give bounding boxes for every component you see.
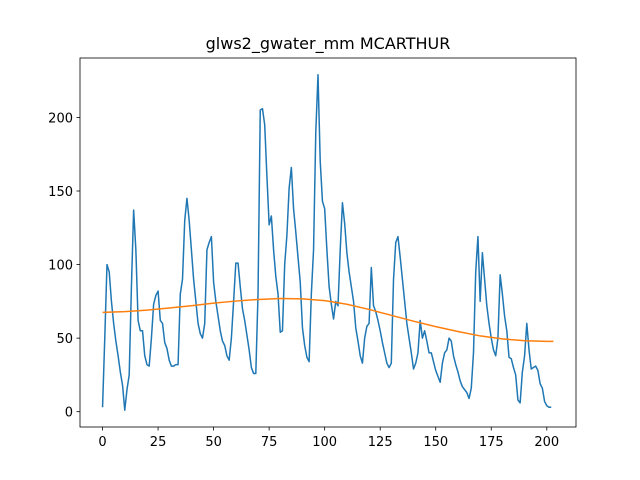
y-tick-label: 200: [48, 111, 73, 126]
y-tick-label: 50: [56, 332, 73, 347]
x-tick-label: 150: [423, 435, 448, 450]
y-tick-label: 150: [48, 185, 73, 200]
line-series: [102, 297, 554, 343]
y-tick-label: 100: [48, 259, 73, 274]
chart-title: glws2_gwater_mm MCARTHUR: [206, 34, 451, 54]
line-series: [101, 74, 552, 411]
plot-area: [101, 74, 554, 411]
x-tick-label: 50: [205, 435, 222, 450]
x-tick-label: 175: [479, 435, 504, 450]
axes-frame: [79, 57, 577, 428]
y-tick-label: 0: [65, 406, 73, 421]
x-tick-label: 100: [312, 435, 337, 450]
x-tick-label: 0: [98, 435, 106, 450]
x-tick-label: 75: [261, 435, 278, 450]
x-tick-label: 25: [150, 435, 167, 450]
x-tick-label: 125: [368, 435, 393, 450]
x-tick-label: 200: [534, 435, 559, 450]
